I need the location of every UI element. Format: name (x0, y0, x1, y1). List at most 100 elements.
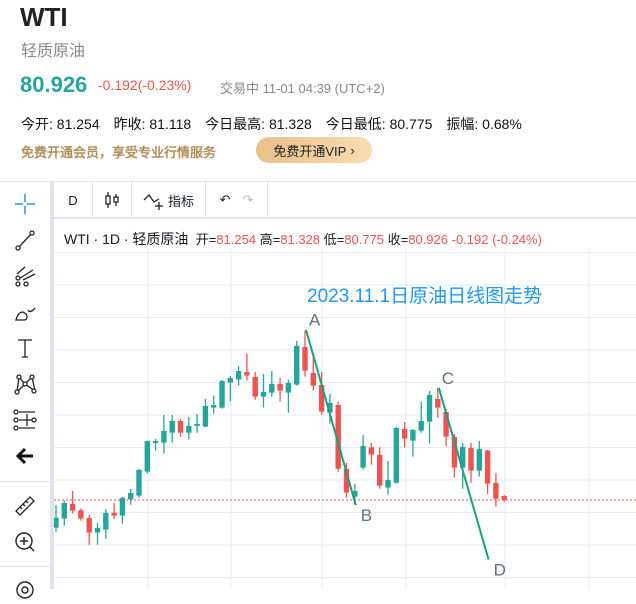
candle-body (352, 490, 358, 497)
legend-change: -0.192 (-0.24%) (451, 232, 542, 247)
stat-low: 今日最低: 80.775 (325, 116, 433, 132)
candle-body (401, 428, 408, 439)
zoom-in-icon[interactable] (10, 528, 40, 556)
candle-body (61, 502, 67, 519)
drawing-sidebar (0, 181, 50, 599)
chart-legend: WTI · 1D · 轻质原油 开=81.254 高=81.328 低=80.7… (64, 229, 542, 249)
drawing-label: C (442, 369, 454, 388)
candle-body (252, 376, 258, 397)
candle-body (277, 383, 283, 391)
candle-body (318, 385, 325, 412)
candle-body (152, 440, 159, 443)
candle-body (476, 449, 482, 471)
candle-body (227, 377, 233, 383)
symbol-title: WTI (20, 2, 68, 32)
candle-body (128, 492, 134, 500)
divider (0, 481, 50, 482)
brush-icon[interactable] (10, 298, 40, 326)
ruler-icon[interactable] (10, 492, 40, 520)
candle-body (393, 427, 399, 483)
candle-body (368, 447, 375, 455)
candle-body (493, 483, 499, 499)
trend-line-icon[interactable] (10, 226, 40, 254)
crosshair-icon[interactable] (10, 190, 40, 218)
drawing-label: B (361, 506, 372, 525)
candle-body (194, 423, 200, 426)
candle-body (244, 371, 250, 376)
candle-body (468, 447, 474, 471)
magnet-icon[interactable] (10, 576, 40, 604)
candle-body (335, 404, 341, 469)
candle-body (94, 527, 101, 533)
trading-status: 交易中 11-01 04:39 (UTC+2) (220, 81, 385, 96)
history-group: ↶ ↷ (206, 182, 268, 218)
candle-body (136, 469, 142, 496)
sidebar-separator (50, 181, 54, 589)
candle-body (285, 382, 292, 393)
chart-annotation-title: 2023.11.1日原油日线图走势 (307, 285, 542, 307)
candle-body (202, 405, 209, 427)
stat-prev-close: 昨收: 81.118 (113, 116, 192, 132)
undo-icon[interactable]: ↶ (219, 192, 231, 207)
legend-high: 81.328 (280, 232, 321, 247)
chevron-right-icon: › (350, 142, 355, 158)
stat-high: 今日最高: 81.328 (205, 116, 312, 132)
candle-body (310, 372, 316, 386)
candle-body (269, 383, 275, 393)
legend-close: 80.926 (408, 232, 448, 247)
candle-body (451, 436, 458, 468)
candle-body (426, 394, 433, 422)
candle-body (78, 510, 84, 519)
candle-body (294, 345, 300, 385)
price-change: -0.192(-0.23%) (98, 77, 192, 93)
candle-body (302, 347, 308, 371)
legend-low-label: 低= (323, 232, 345, 247)
candle-body (360, 445, 366, 468)
stat-open: 今开: 81.254 (21, 116, 100, 132)
candle-body (385, 479, 391, 488)
vip-button[interactable]: 免费开通VIP › (256, 137, 372, 163)
price-chart[interactable]: A B C D 2023.11.1日原油日线图走势 (54, 220, 636, 589)
candle-body (86, 517, 92, 533)
candle-body (435, 398, 441, 408)
candle-body (460, 446, 466, 468)
pattern-icon[interactable] (10, 370, 40, 398)
candle-body (501, 496, 507, 500)
candle-body (443, 411, 449, 437)
measure-lines-icon[interactable] (10, 406, 40, 434)
candle-body (377, 454, 383, 486)
indicators-label: 指标 (167, 193, 194, 209)
candle-body (161, 430, 167, 443)
divider (0, 566, 50, 567)
interval-button[interactable]: D (54, 182, 93, 218)
candle-body (177, 420, 184, 433)
candlestick-icon[interactable] (93, 182, 132, 218)
stats-row: 今开: 81.254 昨收: 81.118 今日最高: 81.328 今日最低:… (21, 114, 522, 134)
pitchfork-icon[interactable] (10, 262, 40, 290)
arrow-left-icon[interactable] (10, 442, 40, 470)
stat-amplitude: 振幅: 0.68% (446, 116, 522, 132)
symbol-name: 轻质原油 (21, 43, 86, 60)
indicators-button[interactable]: 指标 (132, 182, 206, 218)
legend-open-label: 开= (195, 232, 217, 247)
candle-body (410, 429, 416, 441)
candle-body (343, 468, 350, 493)
last-price: 80.926 (20, 72, 88, 97)
drawing-label: A (309, 311, 321, 330)
candle-body (418, 420, 424, 431)
promo-text: 免费开通会员，享受专业行情服务 (21, 145, 217, 160)
candle-body (186, 425, 192, 433)
chart-toolbar: D 指标 ↶ ↷ (54, 181, 636, 219)
candle-body (119, 497, 126, 516)
candle-body (169, 420, 175, 433)
candle-body (219, 381, 225, 408)
legend-close-label: 收= (387, 232, 409, 247)
candle-body (235, 370, 242, 380)
text-icon[interactable] (10, 334, 40, 362)
legend-symbol: WTI · 1D · 轻质原油 (64, 231, 189, 247)
vip-button-label: 免费开通VIP (273, 143, 347, 159)
redo-icon[interactable]: ↷ (242, 192, 254, 207)
trend-line-drawing (305, 329, 357, 506)
candle-body (111, 512, 117, 516)
candle-body (260, 391, 267, 397)
